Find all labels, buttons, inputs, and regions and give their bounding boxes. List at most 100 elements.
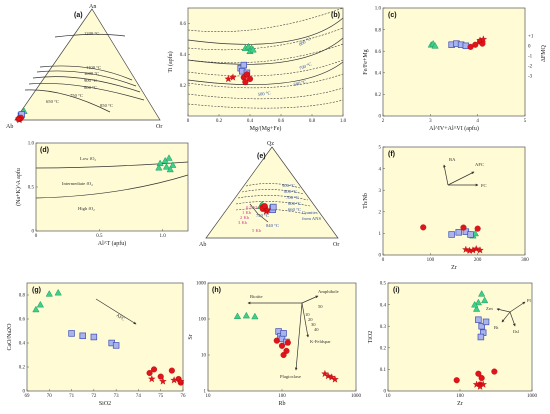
panel-i-x-tick-label: 10 [386, 394, 392, 399]
panel-i-label: (i) [393, 287, 400, 294]
panel-i-triangle-point [474, 298, 483, 306]
panel-g-circle-point [146, 369, 153, 377]
panel-h-y-tick-label: 1 [204, 390, 207, 395]
panel-e-label: (e) [257, 153, 266, 160]
panel-h-triangle-point [233, 312, 242, 319]
panel-d-x-axis-label: Al^T (apfu) [98, 240, 127, 247]
panel-a-apex-left: Ab [6, 124, 13, 130]
panel-b-isotherm [187, 87, 344, 100]
panel-a-isotherm-label: 650 °C [46, 99, 59, 104]
panel-e-apex-top: Qz [267, 141, 274, 147]
panel-g-triangle-point [32, 305, 40, 313]
panel-b-axes: 0 0.2 0.4 0.6 0.8 1.00.20.40.6Mg/(Mg+Fe)Ti (a… [167, 22, 347, 132]
panel-c-data-points [427, 35, 488, 50]
panel-g-star-point [159, 377, 167, 385]
panel-g-data-points [32, 288, 185, 386]
panel-f-circle-point [420, 224, 427, 231]
panel-f-square-point [467, 231, 474, 238]
panel-h-y-axis-label: Sr [188, 334, 194, 339]
panel-f-square-point [448, 231, 455, 238]
panel-d-y-tick-label: 1.0 [28, 142, 35, 147]
panel-f-star-point [462, 245, 470, 253]
panel-d-triangle-point [169, 161, 177, 168]
panel-d-y-tick-label: 0 [32, 230, 35, 235]
panel-f-x-tick-label: 300 [521, 258, 529, 263]
panel-i: Pl Zrn Bt Ilsl (i) 10 100 1000 0 0.1 0.2 0.3 0.… [368, 282, 538, 407]
panel-a-isotherm-curve [39, 65, 133, 81]
panel-b-data-points [224, 42, 257, 86]
panel-h-vector-label: Amphibole [318, 289, 339, 294]
panel-a-isotherm-curve [32, 76, 141, 93]
panel-f-star-point [476, 246, 484, 254]
panel-b-star-point [224, 75, 233, 83]
panel-h-vector-label: Plagioclase [280, 374, 301, 379]
panel-i-star-point [472, 380, 481, 388]
panel-h-circle-point [278, 342, 286, 349]
panel-g-square-point [90, 333, 98, 341]
panel-b-triangle-point [249, 45, 257, 53]
panel-h-vector [294, 302, 303, 371]
panel-a-isotherm-label: 900 °C [84, 78, 97, 83]
panel-g: AFC (g) 69 70 71 72 73 74 75 76 0 0.2 0.4 0.6 0.8 SiO… [7, 282, 187, 407]
panel-b-star-point [229, 73, 237, 81]
panel-f-circle-point [474, 225, 481, 232]
panel-b-isotherm [187, 7, 344, 32]
panel-g-y-tick-label: 0.8 [19, 294, 26, 299]
panel-g-star-point [176, 377, 185, 385]
panel-h-vector-label: Biotite [250, 294, 263, 299]
panel-f-vector [443, 164, 449, 186]
panel-e: (e) Qz Ab Or 900 °C 800 °C 700 °C 600 °C… [199, 141, 339, 248]
panel-h-vector [301, 302, 309, 338]
panel-e-pressure-label: 2 Kb [240, 215, 250, 220]
panel-c-y-tick-label: 0.2 [375, 93, 382, 98]
panel-g-x-tick-label: 74 [136, 394, 142, 399]
panel-i-circle-point [453, 377, 460, 384]
panel-b-x-tick-label: 0.4 [247, 119, 254, 124]
panel-f-vector-label: AFC [475, 162, 484, 167]
panel-f-y-tick-label: 4 [379, 167, 382, 172]
panel-a-isotherm-label: 800 °C [84, 85, 97, 90]
panel-g-star-point [170, 376, 178, 384]
panel-b-circle-point [242, 79, 249, 86]
panel-h-circle-point [283, 347, 290, 354]
panel-h-vector-label: K-Feldspar [310, 339, 331, 344]
panel-b-x-tick-label: 0.6 [278, 119, 285, 124]
panel-g-vector-label: AFC [115, 313, 125, 322]
panel-g-x-tick-label: 76 [181, 394, 187, 399]
panel-g-y-tick-label: 0 [23, 390, 26, 395]
panel-h-x-tick-label: 100 [278, 394, 286, 399]
panel-i-square-point [482, 318, 490, 326]
panel-g-x-tick-label: 69 [25, 394, 31, 399]
panel-e-square-point [270, 203, 277, 211]
panel-h-data-points [233, 311, 339, 383]
panel-a-isotherm-curve [24, 89, 111, 113]
panel-c-y-tick-label: 0.4 [375, 72, 382, 77]
panel-b-isotherm-solid [187, 17, 344, 45]
panel-h-triangle-point [251, 312, 259, 320]
panel-b-isotherm [187, 99, 344, 109]
panel-d-field-label: Intermediate fO₂ [62, 181, 93, 186]
panel-h: Biotite Amphibole K-Feldspar Plagioclase… [188, 282, 362, 407]
panel-i-triangle-point [481, 296, 489, 304]
panel-g-x-tick-label: 72 [91, 394, 97, 399]
panel-g-star-point [148, 375, 156, 383]
panel-c-x-tick-label: 3 [429, 119, 432, 124]
panel-c-label: (c) [388, 12, 397, 19]
panel-b-isotherm-label: 800 °C [298, 36, 312, 47]
panel-b-isotherm [187, 73, 344, 89]
panel-i-vector [509, 311, 516, 327]
panel-f-x-tick-label: 100 [427, 258, 435, 263]
panel-h-y-tick-label: 10 [201, 354, 207, 359]
panel-h-x-axis-label: Rb [278, 401, 285, 407]
panel-d-boundary [35, 174, 189, 199]
panel-f-vector-label: BA [449, 157, 456, 162]
panel-i-square-point [477, 333, 485, 341]
panel-a-apex-top: An [89, 4, 96, 10]
panel-i-triangle-point [478, 290, 486, 297]
panel-i-vector [509, 301, 526, 313]
panel-e-star-point [263, 205, 272, 213]
panel-e-apex-right: Or [333, 242, 339, 248]
